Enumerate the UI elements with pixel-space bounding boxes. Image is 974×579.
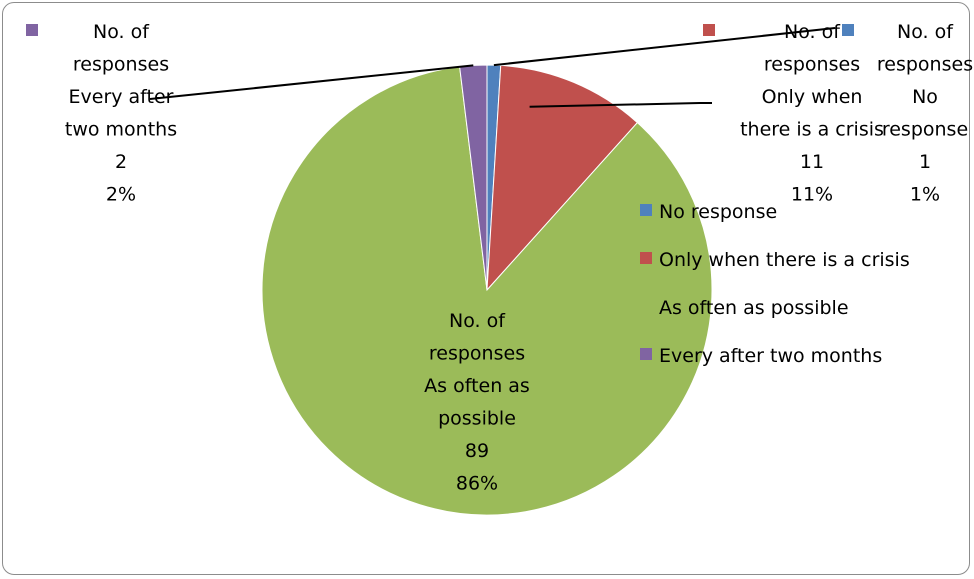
data-label-2-line-2: As often as — [424, 375, 530, 397]
data-label-1-line-1: responses — [764, 54, 860, 76]
data-label-1-line-5: 11% — [791, 184, 833, 206]
data-label-3-line-2: Every after — [69, 86, 174, 108]
data-label-1-line-4: 11 — [800, 151, 824, 173]
legend: No response Only when there is a crisis As… — [640, 201, 910, 367]
data-label-0-line-0: No. of — [897, 21, 954, 43]
data-label-0-line-1: responses — [877, 54, 973, 76]
leader-line-1 — [529, 102, 712, 108]
data-label-2-line-1: responses — [429, 343, 525, 365]
pie-slices — [261, 64, 713, 516]
data-label-2-line-4: 89 — [465, 440, 489, 462]
data-label-3-line-1: responses — [73, 54, 169, 76]
leader-line-0 — [493, 27, 836, 67]
legend-key-0 — [640, 204, 652, 216]
data-label-0-line-3: response — [882, 119, 968, 141]
legend-key-3 — [640, 348, 652, 360]
data-label-3-line-4: 2 — [115, 151, 127, 173]
data-label-0-line-5: 1% — [910, 184, 940, 206]
legend-label-3: Every after two months — [659, 345, 882, 367]
leader-line-3 — [149, 64, 474, 100]
data-label-1-line-2: Only when — [762, 86, 863, 108]
label-key-3 — [26, 24, 38, 36]
data-label-0-line-4: 1 — [919, 151, 931, 173]
data-label-2-line-0: No. of — [449, 310, 506, 332]
data-label-0-line-2: No — [912, 86, 938, 108]
legend-key-2 — [640, 300, 652, 312]
data-label-3-line-0: No. of — [93, 21, 150, 43]
legend-label-2: As often as possible — [659, 297, 849, 319]
legend-label-0: No response — [659, 201, 777, 223]
data-label-2-line-3: possible — [438, 408, 516, 430]
data-label-3-line-5: 2% — [106, 184, 136, 206]
legend-label-1: Only when there is a crisis — [659, 249, 910, 271]
pie-slice-1 — [486, 64, 639, 292]
data-label-1-line-3: there is a crisis — [740, 119, 884, 141]
pie-slice-2 — [261, 66, 713, 516]
data-label-2-line-5: 86% — [456, 473, 498, 495]
leader-lines — [149, 27, 836, 108]
data-label-3-line-3: two months — [65, 119, 177, 141]
data-label-1-line-0: No. of — [784, 21, 841, 43]
label-key-1 — [703, 24, 715, 36]
label-key-0 — [842, 24, 854, 36]
legend-key-1 — [640, 252, 652, 264]
